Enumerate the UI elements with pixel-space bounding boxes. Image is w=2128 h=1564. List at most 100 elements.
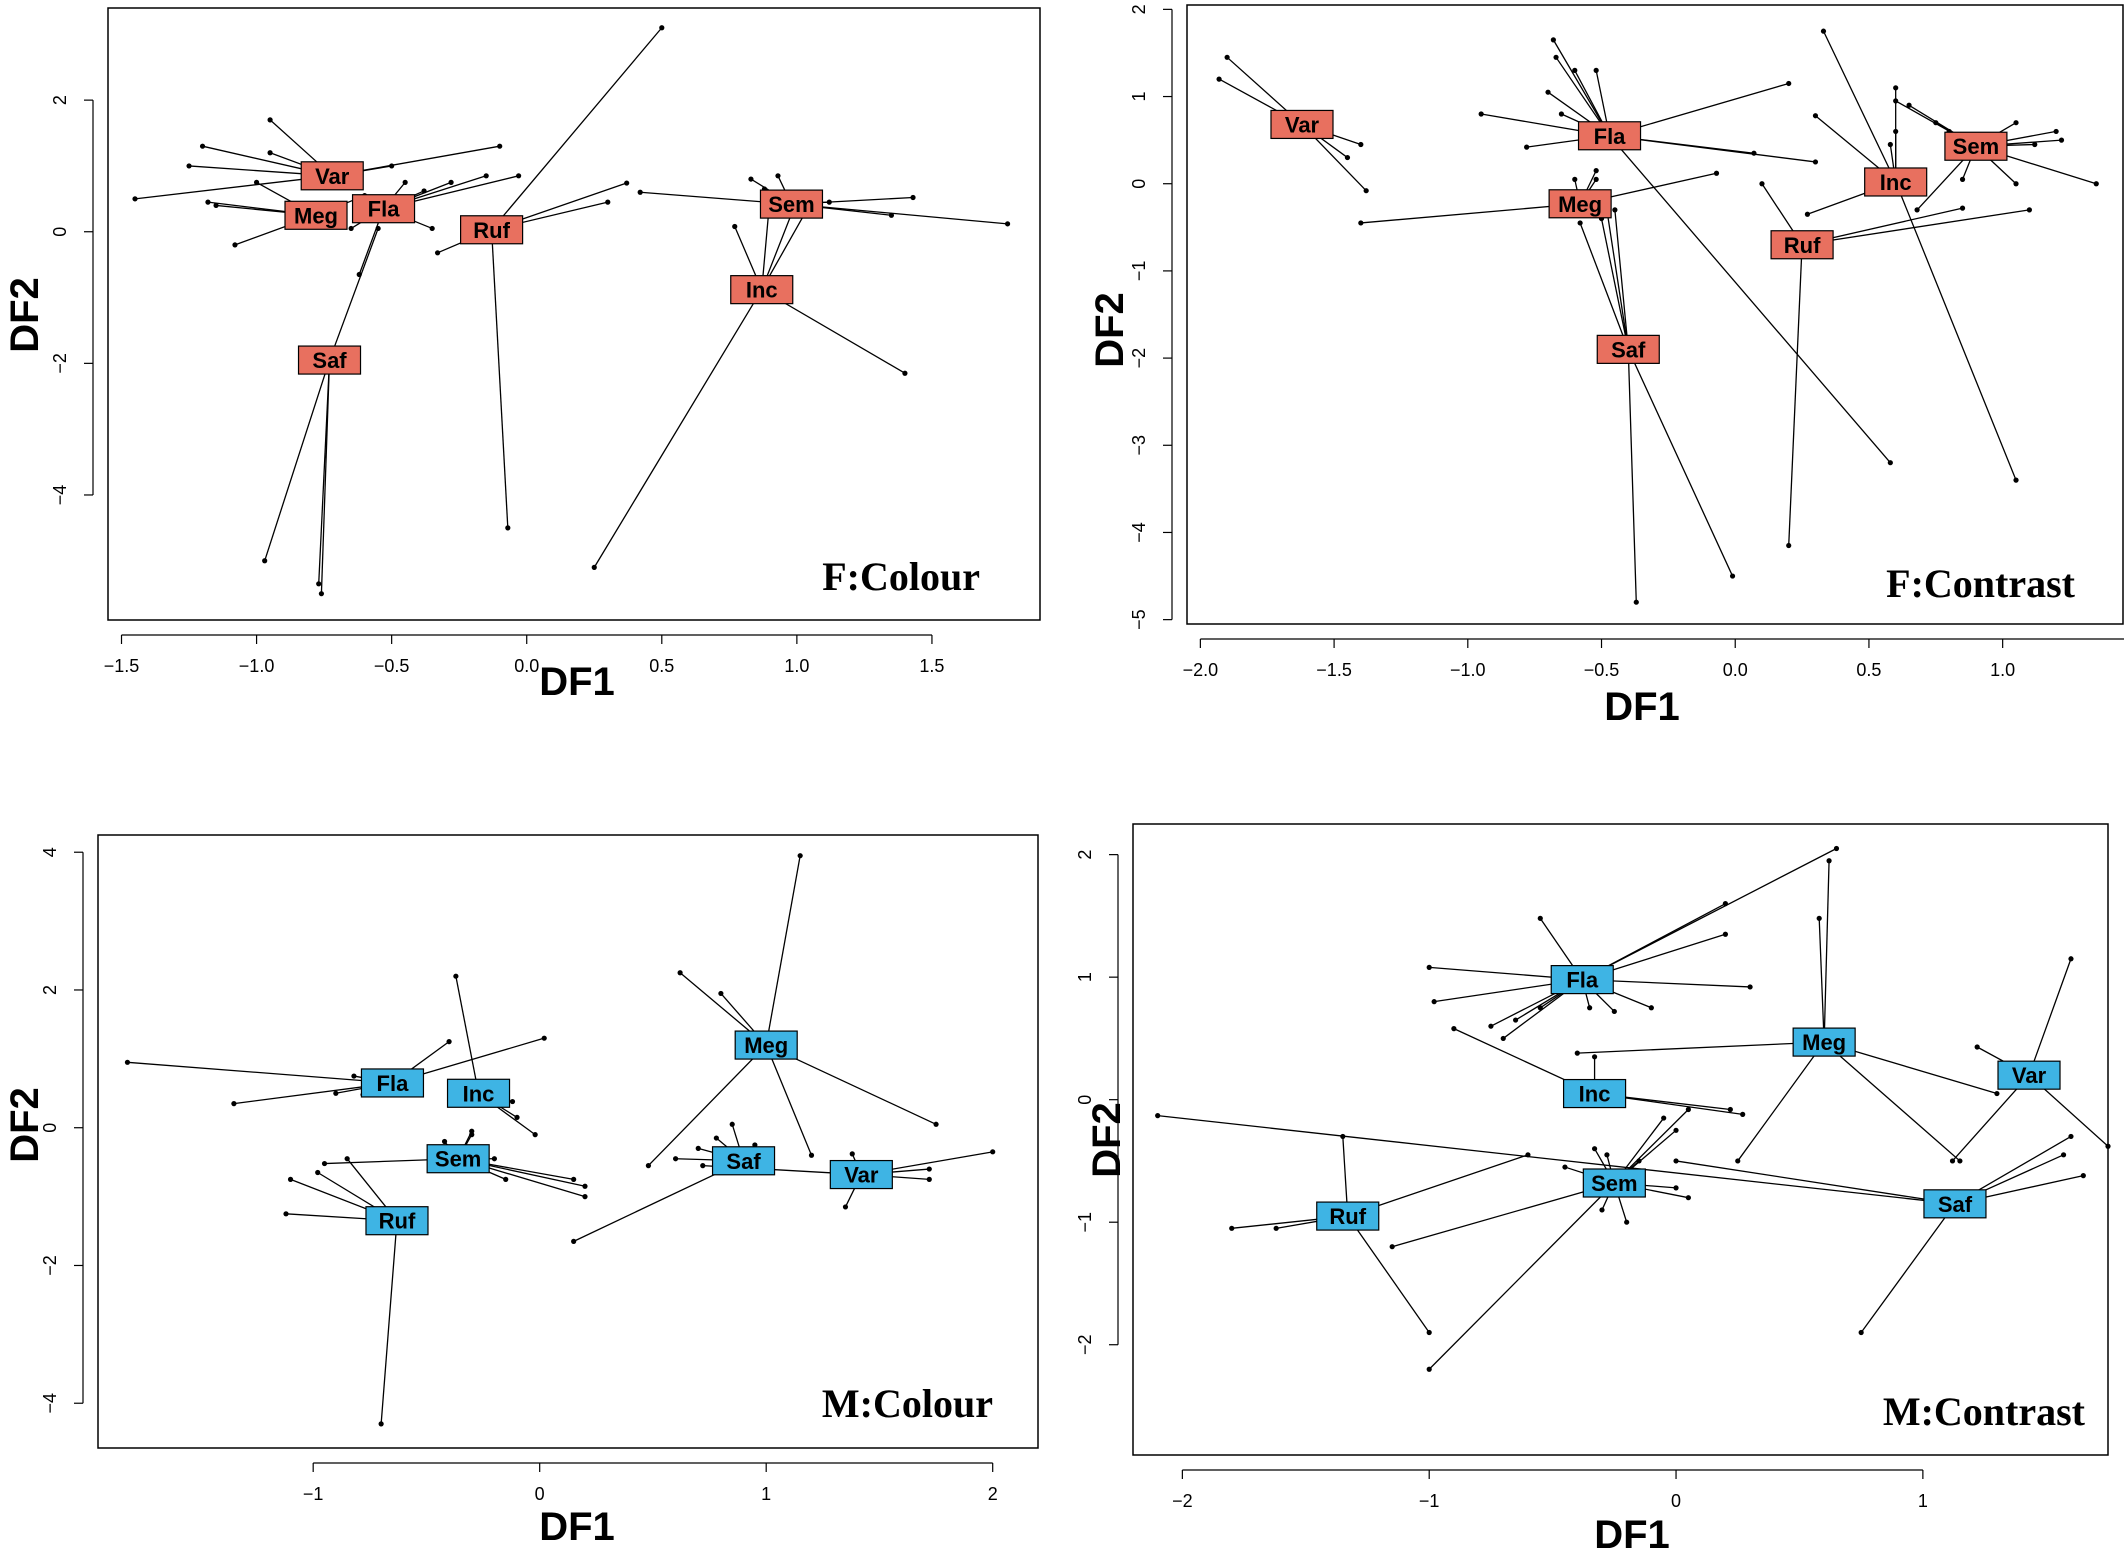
group-label-box xyxy=(1550,965,1614,995)
data-point xyxy=(1224,54,1230,60)
data-marks: Var Meg Fla Ruf Saf Sem Inc xyxy=(132,25,1011,597)
data-point xyxy=(205,199,211,205)
group-label-box xyxy=(1944,131,2008,161)
data-point xyxy=(453,973,459,979)
data-point xyxy=(497,143,503,149)
x-tick-label: −2 xyxy=(1172,1491,1193,1511)
x-tick-label: 0.5 xyxy=(1856,660,1881,680)
data-point xyxy=(808,1152,815,1158)
data-point xyxy=(672,1156,679,1162)
data-point xyxy=(2058,137,2065,143)
group-label: Var xyxy=(844,1163,879,1188)
data-point xyxy=(1633,599,1639,605)
data-point xyxy=(1587,1005,1593,1011)
data-point xyxy=(2105,1143,2111,1149)
data-point xyxy=(1685,1106,1691,1113)
data-point xyxy=(1591,1054,1598,1060)
data-point xyxy=(1426,1329,1432,1336)
data-point xyxy=(1722,931,1729,937)
vector-line xyxy=(1157,1114,1956,1205)
data-point xyxy=(1820,28,1827,34)
data-point xyxy=(637,189,643,195)
vector-line xyxy=(1614,209,1629,350)
y-tick-label: −2 xyxy=(1075,1334,1095,1355)
group-label: Inc xyxy=(463,1081,495,1106)
group-label-box xyxy=(297,345,362,375)
data-point xyxy=(231,1101,237,1107)
group-label-box xyxy=(1582,1168,1646,1198)
vector-line xyxy=(1823,1041,1961,1162)
data-point xyxy=(532,1132,538,1138)
data-point xyxy=(1572,67,1578,73)
data-point xyxy=(1661,1115,1667,1121)
vector-line xyxy=(1360,203,1581,224)
data-point xyxy=(1593,176,1599,182)
data-point xyxy=(582,1183,588,1189)
x-tick-label: −1.5 xyxy=(1316,660,1352,680)
vector-line xyxy=(1860,1203,1956,1333)
group-label: Meg xyxy=(1558,192,1602,217)
data-point xyxy=(1389,1244,1395,1250)
data-point xyxy=(1358,141,1364,148)
vector-line xyxy=(1675,1160,1956,1205)
y-axis-title: DF2 xyxy=(1088,292,1132,368)
data-point xyxy=(659,25,665,31)
data-point xyxy=(1786,80,1792,87)
vector-line xyxy=(1822,30,1897,183)
data-point xyxy=(718,990,724,997)
data-point xyxy=(1572,176,1578,182)
vector-line xyxy=(1627,349,1734,577)
y-tick-label: 2 xyxy=(40,985,60,995)
data-point xyxy=(1812,113,1819,119)
x-tick-label: 1.0 xyxy=(784,656,809,676)
y-tick-label: 4 xyxy=(40,847,60,857)
data-point xyxy=(1524,144,1530,150)
vector-line xyxy=(1347,1215,1430,1333)
vector-line xyxy=(2028,958,2072,1076)
data-point xyxy=(1426,964,1432,970)
data-point xyxy=(283,1211,289,1217)
data-point xyxy=(1933,120,1939,126)
x-tick-label: 1.5 xyxy=(919,656,944,676)
plot-frame xyxy=(1132,823,2109,1456)
data-point xyxy=(1959,176,1966,182)
vector-line xyxy=(1428,1182,1615,1370)
data-point xyxy=(1786,542,1792,549)
vector-line xyxy=(593,289,763,568)
group-label: Saf xyxy=(726,1149,761,1174)
group-label: Ruf xyxy=(1329,1204,1366,1229)
vector-line xyxy=(127,1061,393,1084)
x-tick-label: 0.5 xyxy=(649,656,674,676)
data-point xyxy=(1216,76,1222,82)
vector-line xyxy=(1552,39,1611,137)
data-marks: Var Fla Meg Saf Ruf Inc Sem xyxy=(1216,28,2099,605)
y-tick-label: 2 xyxy=(50,95,70,105)
y-tick-label: −2 xyxy=(50,353,70,374)
data-point xyxy=(1858,1329,1864,1336)
y-tick-label: −1 xyxy=(1129,261,1149,282)
group-label-box xyxy=(426,1144,490,1174)
y-tick-label: 0 xyxy=(50,227,70,237)
group-label-box xyxy=(759,189,824,219)
data-point xyxy=(491,1156,497,1162)
data-point xyxy=(1713,170,1720,176)
data-point xyxy=(1611,1008,1617,1015)
data-point xyxy=(1974,1044,1980,1050)
group-label-box xyxy=(711,1146,776,1176)
data-point xyxy=(1593,67,1599,73)
data-point xyxy=(729,1121,735,1127)
plot-frame xyxy=(1186,4,2124,625)
panel-m-contrast: −2 −1 0 1 −2 −1 0 1 2 Fla Meg Var Inc Sem Ruf Saf DF1… xyxy=(1075,823,2111,1557)
data-point xyxy=(1624,1219,1630,1225)
group-label: Inc xyxy=(1880,170,1912,195)
group-label-box xyxy=(460,215,524,245)
y-tick-label: 2 xyxy=(1075,850,1095,860)
data-point xyxy=(926,1176,932,1182)
data-point xyxy=(1893,98,1899,104)
x-tick-label: 0 xyxy=(1671,1491,1681,1511)
data-point xyxy=(1478,111,1484,117)
data-point xyxy=(1735,1158,1741,1164)
data-point xyxy=(1004,221,1011,227)
x-tick-label: −1 xyxy=(1419,1491,1440,1511)
vector-line xyxy=(320,360,331,594)
